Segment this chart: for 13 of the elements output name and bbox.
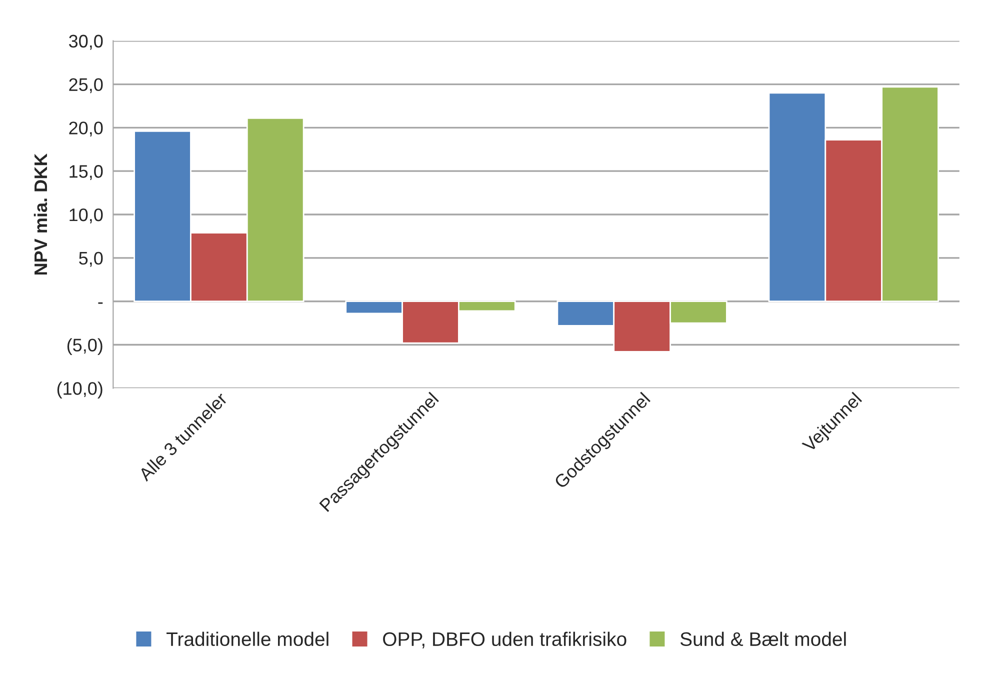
y-tick-label: 30,0 — [68, 34, 103, 50]
y-tick-label: 25,0 — [69, 78, 103, 94]
y-axis-title: NPV mia. DKK — [34, 153, 48, 275]
legend-label: Sund & Bælt model — [680, 632, 846, 646]
y-tick-label: 10,0 — [70, 208, 103, 224]
y-tick-label: 5,0 — [79, 252, 103, 267]
legend-label: Traditionelle model — [166, 632, 328, 646]
y-tick-label: - — [98, 302, 103, 304]
y-tick-label: (5,0) — [67, 338, 102, 356]
y-tick-label: 20,0 — [69, 122, 103, 137]
legend-label: OPP, DBFO uden trafikrisiko — [383, 632, 626, 648]
y-tick-label: (10,0) — [57, 382, 102, 398]
y-tick-label: 15,0 — [70, 165, 103, 180]
